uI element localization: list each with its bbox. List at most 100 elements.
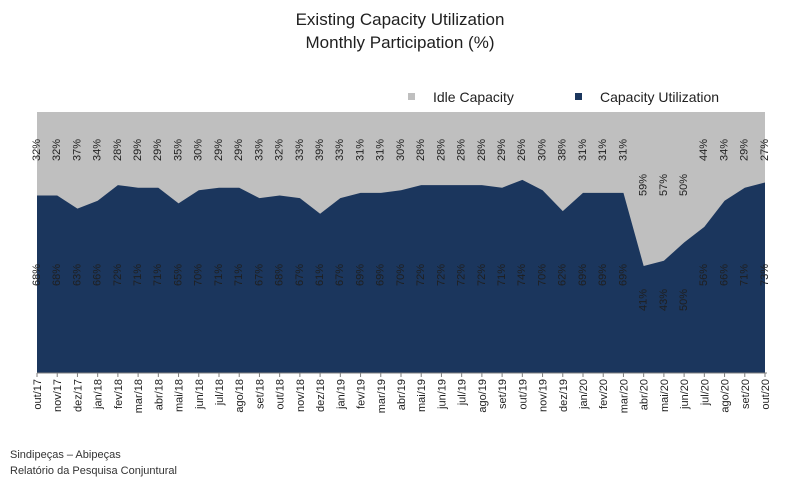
x-tick-label: jun/19 [436, 379, 448, 410]
source-note: Sindipeças – Abipeças Relatório da Pesqu… [10, 447, 177, 479]
capacity-utilization-label: 69% [617, 264, 629, 286]
x-tick-label: jul/19 [457, 379, 469, 406]
x-tick-label: ago/18 [234, 379, 246, 413]
x-tick-label: nov/17 [52, 379, 64, 412]
capacity-utilization-label: 70% [536, 264, 548, 286]
source-line1: Sindipeças – Abipeças [10, 449, 121, 461]
idle-capacity-label: 32% [274, 139, 286, 161]
idle-capacity-label: 37% [71, 139, 83, 161]
idle-capacity-label: 34% [92, 139, 104, 161]
capacity-utilization-label: 70% [395, 264, 407, 286]
capacity-utilization-label: 61% [314, 264, 326, 286]
capacity-utilization-label: 67% [334, 264, 346, 286]
x-tick-label: nov/18 [295, 379, 307, 412]
x-tick-label: set/20 [740, 379, 752, 409]
capacity-utilization-label: 71% [496, 264, 508, 286]
capacity-utilization-label: 67% [294, 264, 306, 286]
capacity-utilization-label: 71% [152, 264, 164, 286]
idle-capacity-label: 32% [31, 139, 43, 161]
capacity-utilization-label: 65% [172, 264, 184, 286]
x-tick-label: out/20 [760, 379, 772, 410]
capacity-utilization-label: 70% [193, 264, 205, 286]
idle-capacity-label: 28% [435, 139, 447, 161]
x-tick-label: abr/19 [396, 379, 408, 410]
x-tick-label: mar/20 [618, 379, 630, 413]
x-tick-label: mai/19 [416, 379, 428, 412]
x-tick-label: abr/20 [639, 379, 651, 410]
capacity-utilization-label: 67% [253, 264, 265, 286]
x-tick-label: fev/19 [356, 379, 368, 409]
x-tick-label: dez/17 [72, 379, 84, 412]
idle-capacity-label: 29% [213, 139, 225, 161]
idle-capacity-label: 33% [334, 139, 346, 161]
idle-capacity-label: 50% [678, 174, 690, 196]
x-tick-label: dez/19 [558, 379, 570, 412]
idle-capacity-label: 28% [112, 139, 124, 161]
x-tick-label: jan/19 [335, 379, 347, 410]
x-tick-label: out/18 [275, 379, 287, 410]
capacity-utilization-label: 72% [415, 264, 427, 286]
idle-capacity-label: 31% [577, 139, 589, 161]
x-tick-label: set/19 [497, 379, 509, 409]
idle-capacity-label: 29% [152, 139, 164, 161]
capacity-utilization-label: 68% [51, 264, 63, 286]
x-tick-label: mar/18 [133, 379, 145, 413]
idle-capacity-label: 28% [476, 139, 488, 161]
idle-capacity-label: 29% [739, 139, 751, 161]
x-tick-label: ago/20 [720, 379, 732, 413]
x-tick-label: fev/18 [113, 379, 125, 409]
idle-capacity-label: 29% [496, 139, 508, 161]
capacity-utilization-label: 71% [233, 264, 245, 286]
idle-capacity-label: 38% [557, 139, 569, 161]
idle-capacity-label: 59% [638, 174, 650, 196]
capacity-utilization-label: 73% [759, 264, 771, 286]
legend-label: Idle Capacity [433, 89, 514, 105]
capacity-utilization-area [37, 179, 765, 373]
capacity-utilization-label: 43% [658, 289, 670, 311]
idle-capacity-label: 30% [395, 139, 407, 161]
x-tick-label: mar/19 [376, 379, 388, 413]
capacity-utilization-label: 72% [476, 264, 488, 286]
x-tick-label: mai/20 [659, 379, 671, 412]
capacity-utilization-label: 68% [31, 264, 43, 286]
x-tick-label: out/19 [517, 379, 529, 410]
idle-capacity-label: 32% [51, 139, 63, 161]
idle-capacity-label: 31% [597, 139, 609, 161]
idle-capacity-label: 31% [375, 139, 387, 161]
legend-swatch [408, 93, 415, 100]
x-tick-label: mai/18 [174, 379, 186, 412]
legend-label: Capacity Utilization [600, 89, 719, 105]
x-tick-label: ago/19 [477, 379, 489, 413]
capacity-utilization-label: 50% [678, 289, 690, 311]
x-tick-label: jun/20 [679, 379, 691, 410]
capacity-utilization-label: 71% [132, 264, 144, 286]
x-tick-label: jun/18 [194, 379, 206, 410]
legend-swatch [575, 93, 582, 100]
idle-capacity-label: 31% [354, 139, 366, 161]
capacity-utilization-label: 56% [698, 264, 710, 286]
chart-x-axis: out/17 nov/17 dez/17 jan/18 fev/18 mar/18 abr/… [32, 372, 772, 413]
capacity-utilization-label: 63% [71, 264, 83, 286]
capacity-utilization-label: 71% [739, 264, 751, 286]
capacity-utilization-label: 69% [577, 264, 589, 286]
x-tick-label: abr/18 [153, 379, 165, 410]
idle-capacity-label: 30% [536, 139, 548, 161]
chart-data-labels: 32% 68% 32% 68% 37% 63% 34% 66% 28% 72% 29% 71% 29% 7… [31, 139, 771, 311]
capacity-utilization-label: 62% [557, 264, 569, 286]
chart-areas [37, 112, 765, 373]
capacity-utilization-label: 69% [354, 264, 366, 286]
x-tick-label: jan/20 [578, 379, 590, 410]
x-tick-label: jul/20 [699, 379, 711, 406]
idle-capacity-label: 44% [698, 139, 710, 161]
x-tick-label: jul/18 [214, 379, 226, 406]
capacity-utilization-label: 69% [375, 264, 387, 286]
x-tick-label: set/18 [254, 379, 266, 409]
idle-capacity-label: 30% [193, 139, 205, 161]
capacity-utilization-label: 66% [718, 264, 730, 286]
idle-capacity-label: 28% [456, 139, 468, 161]
idle-capacity-label: 34% [718, 139, 730, 161]
x-tick-label: jan/18 [93, 379, 105, 410]
capacity-utilization-label: 68% [274, 264, 286, 286]
idle-capacity-label: 35% [172, 139, 184, 161]
